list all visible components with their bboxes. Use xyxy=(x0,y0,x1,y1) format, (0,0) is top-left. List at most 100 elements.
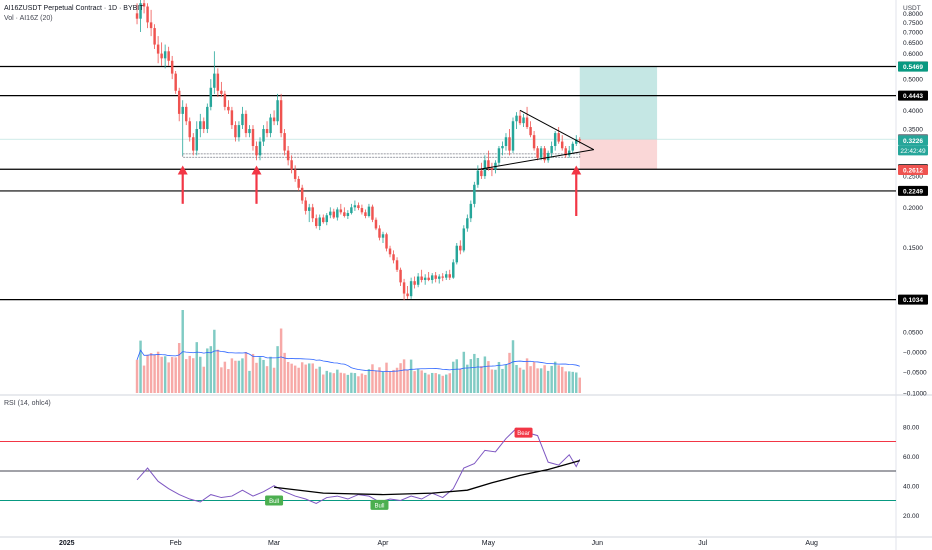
price-pane[interactable] xyxy=(0,0,896,301)
candle-body xyxy=(445,274,448,278)
volume-bar xyxy=(557,365,560,393)
rsi-pane[interactable]: Bull Bull Bear xyxy=(0,427,896,510)
candle-body xyxy=(480,170,483,177)
candle-body xyxy=(518,115,522,124)
volume-bar xyxy=(406,370,409,393)
volume-bar xyxy=(409,359,413,393)
volume-bar xyxy=(445,374,448,393)
candle-body xyxy=(353,205,357,208)
volume-bar xyxy=(255,362,258,393)
volume-bar xyxy=(325,370,329,393)
price-label: 0.5469 xyxy=(903,64,923,71)
candle-body xyxy=(529,127,532,136)
price-label: 0.2249 xyxy=(903,188,923,195)
candle-body xyxy=(142,3,146,7)
candle-body xyxy=(174,73,177,91)
candle-body xyxy=(251,129,255,147)
candle-body xyxy=(522,117,525,124)
volume-bar xyxy=(388,371,392,393)
volume-bar xyxy=(237,360,241,393)
candle-body xyxy=(184,106,188,122)
volume-bar xyxy=(560,366,564,393)
volume-bar xyxy=(476,357,480,393)
volume-bar xyxy=(575,372,578,393)
price-label-bg xyxy=(898,164,928,175)
volume-bar xyxy=(163,356,167,393)
volume-bar xyxy=(244,352,248,393)
volume-bar xyxy=(487,361,490,393)
triangle-upper-line xyxy=(519,109,595,151)
candle-body xyxy=(276,100,279,122)
x-tick-label: Jul xyxy=(698,540,707,547)
candle-body xyxy=(374,219,378,229)
x-tick-label: Feb xyxy=(170,540,182,547)
volume-bar xyxy=(241,358,244,393)
candle-body xyxy=(430,275,434,280)
volume-bar xyxy=(374,370,378,393)
price-tick-label: 0.3500 xyxy=(903,127,923,134)
stop-zone xyxy=(579,139,658,170)
candle-body xyxy=(364,212,367,216)
candle-body xyxy=(490,167,494,170)
volume-bar xyxy=(483,356,487,393)
volume-bar xyxy=(227,369,230,393)
symbol-title[interactable]: AI16ZUSDT Perpetual Contract · 1D · BYBI… xyxy=(4,5,144,12)
candle-body xyxy=(315,218,318,227)
volume-bar xyxy=(567,371,571,393)
volume-bar xyxy=(293,365,297,393)
volume-bar xyxy=(553,361,557,393)
rsi-ma-line xyxy=(273,460,580,496)
volume-bar xyxy=(434,373,437,393)
volume-bar xyxy=(311,363,314,393)
volume-bar xyxy=(304,364,307,393)
price-label-bg xyxy=(898,90,928,101)
volume-bar xyxy=(518,367,522,393)
x-tick-label: Aug xyxy=(805,540,818,547)
volume-bar xyxy=(153,354,156,393)
candle-body xyxy=(476,170,480,185)
candle-body xyxy=(427,277,430,280)
volume-bar xyxy=(262,359,265,393)
candle-body xyxy=(455,245,459,263)
candle-body xyxy=(399,269,402,283)
rsi-indicator-title[interactable]: RSI (14, ohlc4) xyxy=(4,400,51,407)
volume-bar xyxy=(188,355,191,393)
candle-body xyxy=(546,152,550,161)
candle-body xyxy=(241,113,244,126)
volume-bar xyxy=(300,362,304,393)
candle-body xyxy=(343,212,346,216)
volume-bar xyxy=(213,329,216,393)
candle-body xyxy=(265,129,269,134)
candle-body xyxy=(553,133,557,147)
volume-bar xyxy=(578,377,581,393)
candle-body xyxy=(216,73,220,91)
x-tick-label: Jun xyxy=(592,540,603,547)
price-label-bg xyxy=(898,61,928,72)
candle-body xyxy=(307,207,311,211)
support-box xyxy=(182,153,581,158)
up-arrow-head xyxy=(571,165,582,175)
volume-bar xyxy=(539,368,543,393)
price-label: 0.4443 xyxy=(903,93,923,100)
volume-indicator-title[interactable]: Vol · AI16Z (20) xyxy=(4,15,53,22)
volume-bar xyxy=(286,361,290,393)
candle-body xyxy=(160,53,163,59)
price-label: 0.3226 xyxy=(903,138,923,145)
volume-bar xyxy=(469,359,473,393)
candle-body xyxy=(385,234,388,249)
volume-bar xyxy=(192,358,195,393)
volume-bar xyxy=(276,346,279,393)
volume-bar xyxy=(149,353,153,393)
price-tick-label: 0.8000 xyxy=(903,11,923,18)
volume-bar xyxy=(279,328,283,393)
candle-body xyxy=(402,282,406,294)
candle-body xyxy=(448,274,451,278)
candle-body xyxy=(392,254,395,261)
price-label-bg xyxy=(898,185,928,196)
volume-bar xyxy=(546,370,550,393)
candle-body xyxy=(381,234,385,238)
candle-body xyxy=(304,200,307,211)
candle-body xyxy=(504,137,508,147)
